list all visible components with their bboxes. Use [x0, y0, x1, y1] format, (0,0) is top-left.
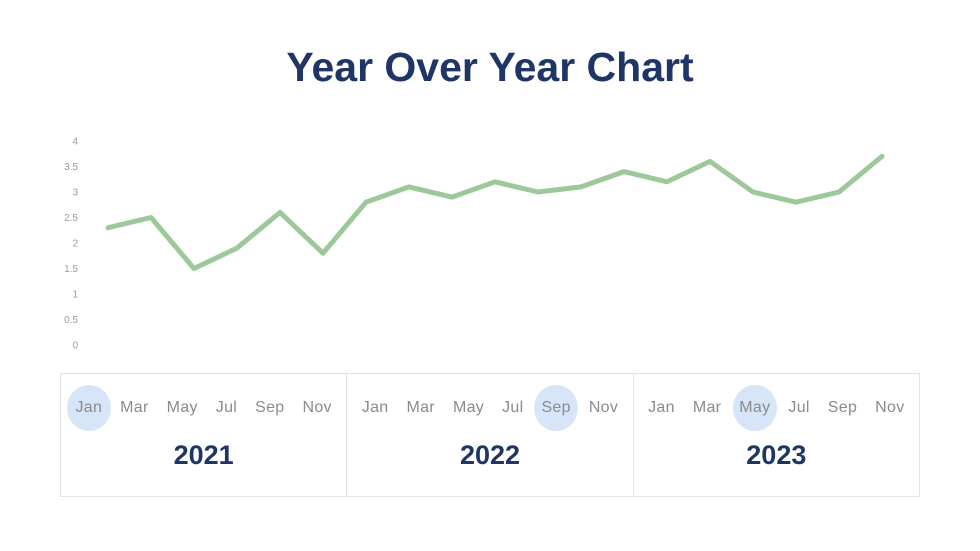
month-2023-mar[interactable]: Mar [692, 399, 722, 416]
month-2022-may[interactable]: May [452, 399, 485, 416]
month-2022-jul[interactable]: Jul [502, 399, 524, 416]
month-2023-sep[interactable]: Sep [827, 399, 858, 416]
y-axis-tick: 3.5 [64, 162, 78, 173]
y-axis-tick: 2.5 [64, 213, 78, 224]
month-2022-nov[interactable]: Nov [588, 399, 619, 416]
month-2021-jul[interactable]: Jul [215, 399, 238, 416]
month-2021-nov[interactable]: Nov [302, 399, 332, 416]
month-2023-jul[interactable]: Jul [788, 399, 810, 416]
year-label-2023: 2023 [746, 440, 807, 470]
month-2023-may[interactable]: May [738, 397, 771, 419]
y-axis-tick: 1 [72, 290, 78, 301]
month-row-2021: Jan Mar May Jul Sep Nov [61, 397, 346, 419]
month-2023-jan[interactable]: Jan [648, 399, 675, 416]
y-axis-tick: 1.5 [64, 264, 78, 275]
month-2021-may[interactable]: May [166, 399, 198, 416]
year-box-2023: Jan Mar May Jul Sep Nov 2023 [632, 374, 919, 496]
month-2023-nov[interactable]: Nov [875, 399, 905, 416]
y-axis-tick: 4 [72, 137, 78, 148]
month-2021-mar[interactable]: Mar [120, 399, 149, 416]
y-axis-tick: 0.5 [64, 315, 78, 326]
line-chart: 4 3.5 3 2.5 2 1.5 1 0.5 0 [64, 137, 885, 352]
y-axis-tick: 2 [72, 239, 78, 250]
y-axis-tick: 3 [72, 188, 78, 199]
month-row-2022: Jan Mar May Jul Sep Nov [347, 397, 632, 419]
y-axis-tick: 0 [72, 341, 78, 352]
year-label-2021: 2021 [173, 440, 234, 470]
page-title: Year Over Year Chart [286, 44, 694, 90]
month-row-2023: Jan Mar May Jul Sep Nov [634, 397, 919, 419]
month-2021-jan[interactable]: Jan [74, 397, 103, 419]
year-box-2022: Jan Mar May Jul Sep Nov 2022 [346, 374, 632, 496]
year-selector: Jan Mar May Jul Sep Nov 2021 Jan Mar May… [60, 373, 920, 497]
month-2021-sep[interactable]: Sep [255, 399, 285, 416]
month-2022-jan[interactable]: Jan [361, 399, 389, 416]
yoy-data-line [105, 153, 885, 271]
month-2022-mar[interactable]: Mar [406, 399, 435, 416]
year-box-2021: Jan Mar May Jul Sep Nov 2021 [61, 374, 346, 496]
month-2022-sep[interactable]: Sep [540, 397, 571, 419]
year-label-2022: 2022 [459, 440, 521, 470]
